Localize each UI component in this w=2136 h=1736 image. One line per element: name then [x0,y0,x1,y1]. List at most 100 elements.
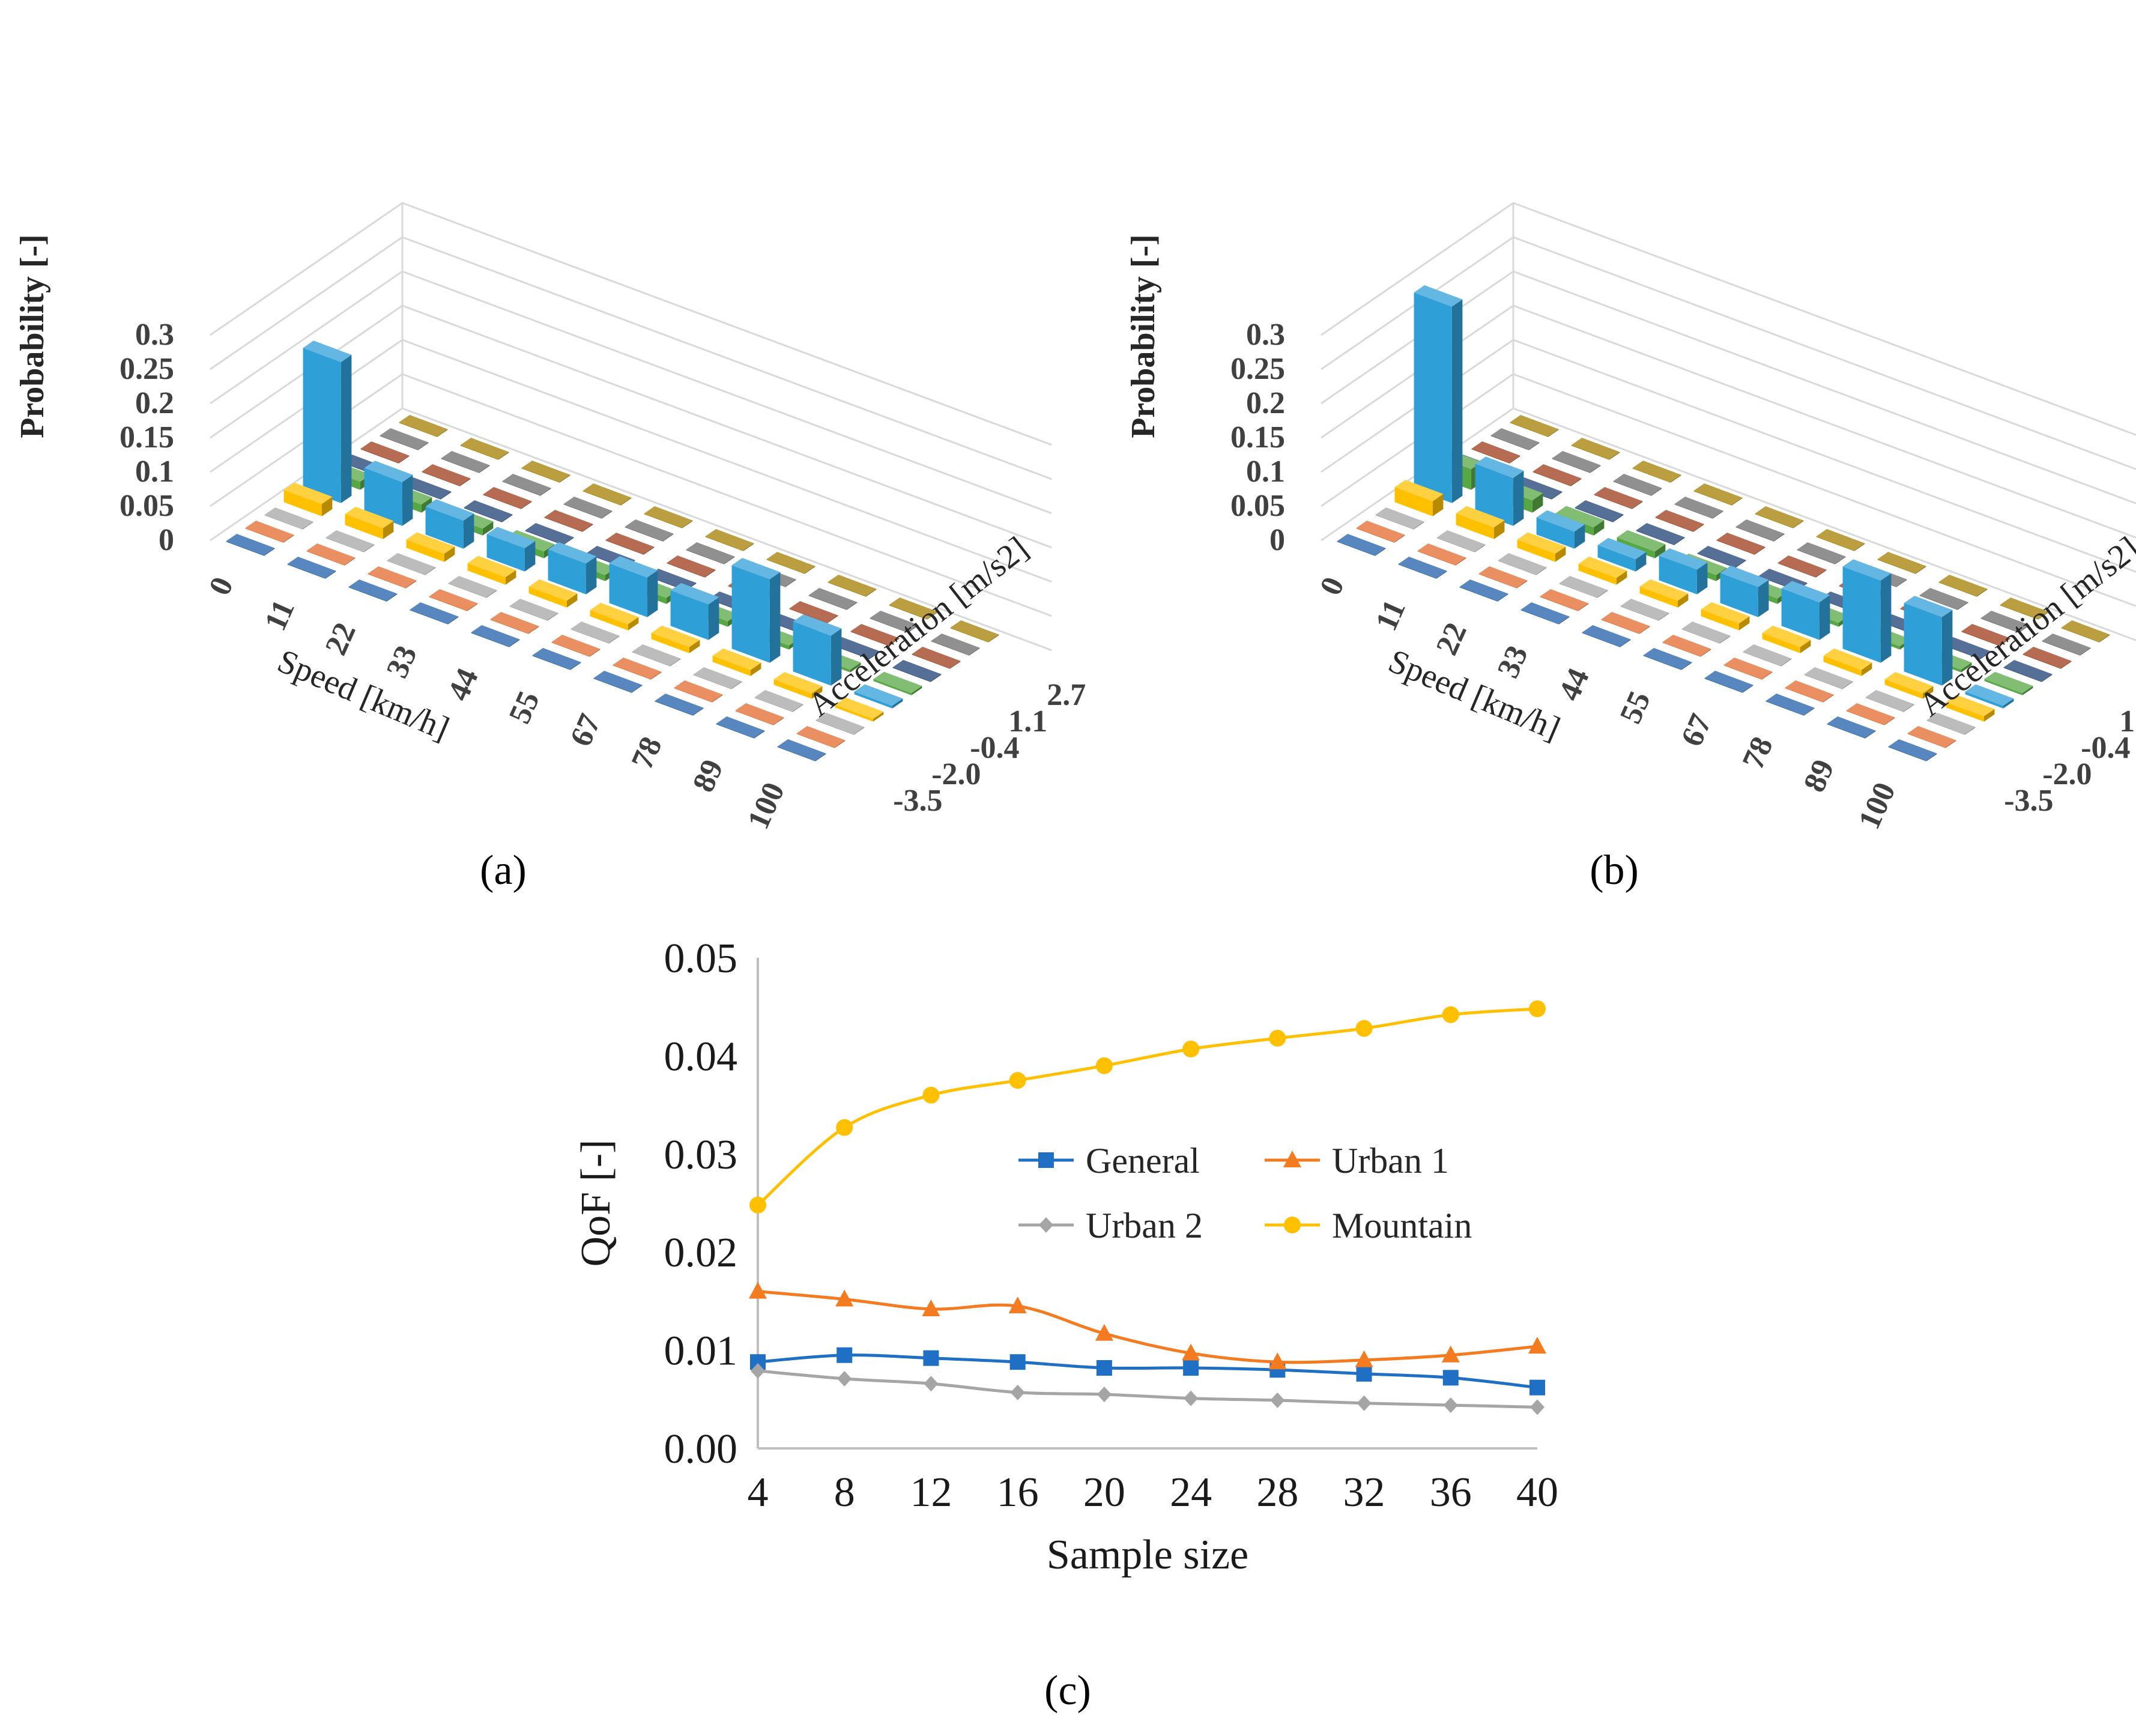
bar [1559,576,1608,598]
bar [521,461,570,483]
bar [1797,542,1846,564]
z-axis-title: Probability [-] [1125,234,1162,438]
y-tick-label: -2.0 [931,757,981,791]
bar [1961,624,2010,646]
data-point [1009,1072,1026,1089]
bar [425,499,474,549]
bar [1888,739,1937,761]
series-general [750,1347,1545,1396]
bar [1907,726,1956,748]
data-point [1010,1384,1025,1400]
bar [1823,648,1872,676]
data-point [1441,1345,1460,1362]
bar [467,555,516,585]
legend-label: Urban 2 [1086,1206,1203,1245]
bar [1762,625,1811,653]
bar [483,487,532,509]
data-point [1528,1337,1546,1354]
series-urban-1 [749,1281,1546,1370]
bar [345,506,394,539]
y-tick-label: 0.00 [664,1426,738,1472]
z-tick-label: 0.1 [1246,455,1285,489]
y-tick-label: 2.7 [1047,678,1086,712]
bar [1475,456,1524,526]
bar [1394,480,1444,516]
legend-item: Urban 1 [1265,1141,1449,1181]
bar [1613,474,1662,496]
bar [889,597,938,620]
y-tick-label: 1.1 [1008,704,1047,739]
data-point [1269,1029,1286,1047]
bar [1459,579,1508,602]
bar [460,438,509,460]
bar [1414,285,1463,503]
bar [950,620,999,643]
bar [1842,559,1892,663]
bar [528,579,578,608]
bar [693,667,742,689]
bar [264,507,313,530]
bar [1532,464,1582,486]
data-point [1529,1000,1546,1017]
bar [1398,557,1447,579]
bar [1552,451,1601,473]
x-tick-label: 40 [1516,1469,1558,1516]
data-point [1356,1366,1372,1382]
bar [1827,716,1876,739]
y-tick-label: 0.02 [664,1230,738,1276]
bar [287,557,336,579]
bar [625,519,674,542]
z-tick-label: 0.15 [1230,420,1285,455]
bar [793,614,842,686]
legend-marker [1284,1217,1301,1233]
x-tick-label: 24 [1170,1469,1212,1516]
bar [716,716,765,739]
bar [766,552,815,574]
bar [1946,695,1995,722]
y-tick-label: 0.03 [664,1132,738,1178]
y-tick-label: 0.01 [664,1328,738,1375]
bar [1375,507,1424,530]
bar [1356,521,1405,543]
legend: General Urban 1 Urban 2 Mountain [1018,1141,1472,1245]
bar [1965,684,2014,709]
data-point [1355,1020,1373,1037]
bar [632,644,681,667]
bar [410,602,459,625]
data-point [1095,1057,1113,1074]
bar [429,589,478,611]
bar [1765,694,1815,716]
bar [1804,667,1853,689]
bar [1639,579,1689,608]
bar [1919,588,1968,610]
bar [1471,441,1520,464]
bar [735,703,784,725]
bar [2042,634,2091,656]
bar [644,506,693,528]
bar [1436,530,1486,552]
data-point [1095,1323,1113,1341]
bar [789,601,838,623]
z-tick-label: 0.05 [1230,489,1285,523]
bar [348,579,398,602]
bar [1723,658,1773,680]
bar [582,483,632,506]
y-tick-label: 0.04 [664,1033,738,1080]
bar [1636,523,1685,545]
legend-marker [1283,1151,1301,1167]
data-point [1008,1296,1027,1314]
bar [1571,438,1620,460]
bar [306,543,355,566]
bar [1693,483,1743,506]
data-point [1355,1350,1373,1367]
bar [754,690,803,712]
bar [551,635,601,657]
bar [1536,510,1585,549]
z-tick-label: 0.1 [135,455,174,489]
bar [464,500,513,522]
bar [931,634,980,656]
bar [399,415,448,437]
data-point [751,1362,765,1379]
bar [1540,589,1589,611]
data-point [749,1281,767,1299]
